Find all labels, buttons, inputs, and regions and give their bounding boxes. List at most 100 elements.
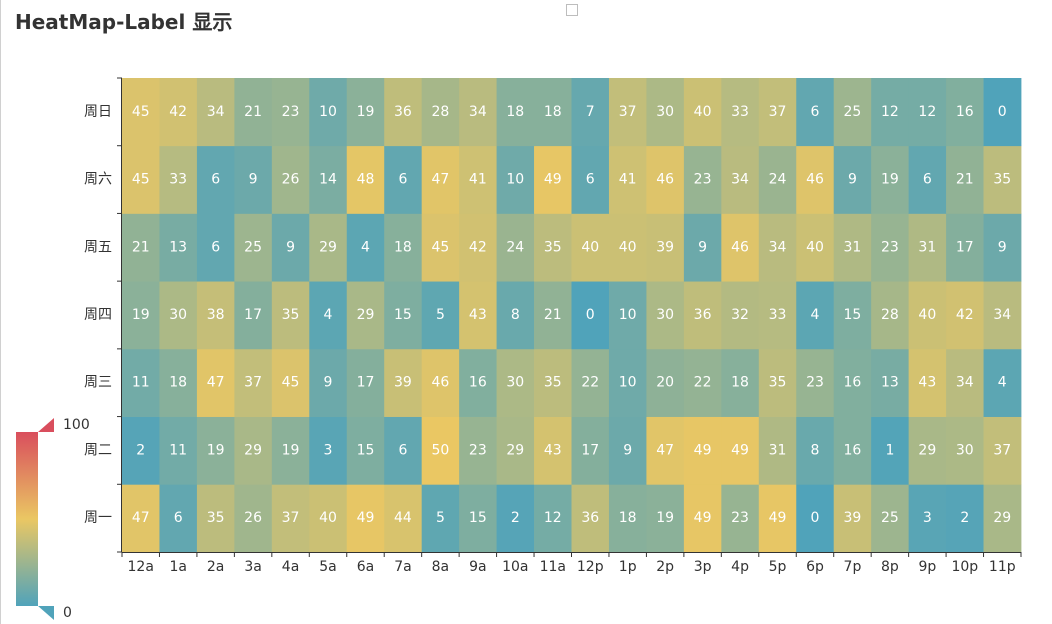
heatmap-cell[interactable] [871, 416, 910, 485]
heatmap-cell[interactable] [758, 281, 797, 350]
heatmap-cell[interactable] [983, 348, 1022, 417]
heatmap-cell[interactable] [234, 213, 273, 282]
heatmap-cell[interactable] [871, 484, 910, 553]
heatmap-cell[interactable] [496, 213, 535, 282]
heatmap-cell[interactable] [608, 213, 647, 282]
heatmap-cell[interactable] [384, 78, 423, 147]
heatmap-cell[interactable] [421, 348, 460, 417]
heatmap-cell[interactable] [496, 145, 535, 214]
heatmap-cell[interactable] [346, 145, 385, 214]
heatmap-cell[interactable] [871, 78, 910, 147]
heatmap-cell[interactable] [421, 416, 460, 485]
heatmap-cell[interactable] [983, 78, 1022, 147]
heatmap-cell[interactable] [271, 145, 310, 214]
heatmap-cell[interactable] [346, 484, 385, 553]
heatmap-cell[interactable] [683, 348, 722, 417]
toolbox-checkbox-icon[interactable] [566, 4, 578, 16]
heatmap-cell[interactable] [309, 78, 348, 147]
heatmap-cell[interactable] [946, 213, 984, 282]
heatmap-cell[interactable] [384, 281, 423, 350]
heatmap-cell[interactable] [758, 213, 797, 282]
heatmap-cell[interactable] [384, 213, 423, 282]
heatmap-cell[interactable] [346, 213, 385, 282]
heatmap-cell[interactable] [196, 145, 235, 214]
heatmap-cell[interactable] [122, 416, 160, 485]
heatmap-cell[interactable] [346, 281, 385, 350]
heatmap-cell[interactable] [309, 416, 348, 485]
heatmap-cell[interactable] [234, 348, 273, 417]
heatmap-cell[interactable] [758, 416, 797, 485]
heatmap-cell[interactable] [983, 213, 1022, 282]
heatmap-cell[interactable] [946, 348, 984, 417]
heatmap-cell[interactable] [758, 484, 797, 553]
heatmap-cell[interactable] [421, 281, 460, 350]
heatmap-cell[interactable] [833, 416, 872, 485]
heatmap-cell[interactable] [646, 145, 685, 214]
heatmap-cell[interactable] [646, 416, 685, 485]
heatmap-cell[interactable] [459, 348, 497, 417]
heatmap-cell[interactable] [758, 78, 797, 147]
heatmap-cell[interactable] [534, 145, 572, 214]
heatmap-cell[interactable] [983, 145, 1022, 214]
heatmap-cell[interactable] [309, 348, 348, 417]
heatmap-cell[interactable] [534, 281, 572, 350]
heatmap-cell[interactable] [234, 281, 273, 350]
heatmap-cell[interactable] [196, 348, 235, 417]
heatmap-cell[interactable] [234, 416, 273, 485]
heatmap-cell[interactable] [571, 484, 610, 553]
heatmap-cell[interactable] [908, 348, 947, 417]
heatmap-cell[interactable] [683, 484, 722, 553]
heatmap-cell[interactable] [833, 348, 872, 417]
heatmap-cell[interactable] [459, 416, 497, 485]
heatmap-cell[interactable] [159, 281, 198, 350]
heatmap-cell[interactable] [459, 213, 497, 282]
heatmap-cell[interactable] [833, 213, 872, 282]
heatmap-cell[interactable] [159, 416, 198, 485]
heatmap-cell[interactable] [908, 213, 947, 282]
heatmap-cell[interactable] [271, 484, 310, 553]
heatmap-cell[interactable] [796, 281, 835, 350]
heatmap-cell[interactable] [608, 484, 647, 553]
heatmap-cell[interactable] [946, 145, 984, 214]
heatmap-cell[interactable] [871, 213, 910, 282]
heatmap-cell[interactable] [721, 78, 760, 147]
heatmap-cell[interactable] [833, 281, 872, 350]
heatmap-cell[interactable] [908, 416, 947, 485]
heatmap-cell[interactable] [122, 78, 160, 147]
heatmap-cell[interactable] [496, 416, 535, 485]
heatmap-cell[interactable] [871, 145, 910, 214]
heatmap-cell[interactable] [159, 78, 198, 147]
heatmap-cell[interactable] [571, 145, 610, 214]
heatmap-cell[interactable] [571, 213, 610, 282]
heatmap-cell[interactable] [421, 145, 460, 214]
heatmap-cell[interactable] [309, 281, 348, 350]
heatmap-cell[interactable] [646, 213, 685, 282]
heatmap-cell[interactable] [983, 281, 1022, 350]
heatmap-cell[interactable] [608, 348, 647, 417]
heatmap-cell[interactable] [646, 281, 685, 350]
heatmap-cell[interactable] [646, 484, 685, 553]
heatmap-cell[interactable] [721, 348, 760, 417]
heatmap-cell[interactable] [122, 145, 160, 214]
heatmap-cell[interactable] [234, 78, 273, 147]
heatmap-cell[interactable] [309, 145, 348, 214]
heatmap-cell[interactable] [833, 78, 872, 147]
heatmap-cell[interactable] [571, 281, 610, 350]
heatmap-cell[interactable] [871, 348, 910, 417]
heatmap-cell[interactable] [234, 484, 273, 553]
heatmap-cell[interactable] [796, 145, 835, 214]
heatmap-cell[interactable] [871, 281, 910, 350]
heatmap-cell[interactable] [683, 416, 722, 485]
heatmap-cell[interactable] [421, 213, 460, 282]
heatmap-cell[interactable] [122, 213, 160, 282]
heatmap-cell[interactable] [721, 213, 760, 282]
heatmap-cell[interactable] [946, 484, 984, 553]
heatmap-cell[interactable] [908, 78, 947, 147]
heatmap-cell[interactable] [796, 348, 835, 417]
heatmap-cell[interactable] [983, 416, 1022, 485]
heatmap-cell[interactable] [384, 416, 423, 485]
heatmap-cell[interactable] [384, 348, 423, 417]
heatmap-cell[interactable] [196, 484, 235, 553]
visual-map-max-handle[interactable] [38, 418, 54, 432]
heatmap-cell[interactable] [833, 484, 872, 553]
